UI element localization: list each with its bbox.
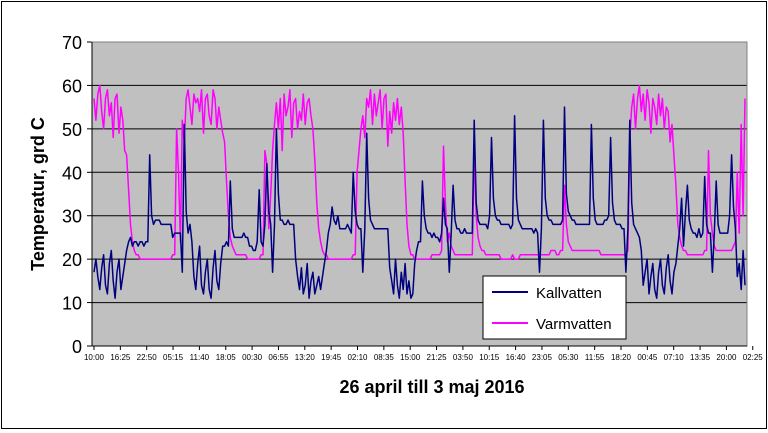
x-tick-label: 06:55 xyxy=(268,353,289,362)
x-tick-label: 02:10 xyxy=(347,353,368,362)
plot-area xyxy=(92,42,747,346)
x-tick-label: 00:45 xyxy=(637,353,658,362)
legend: Kallvatten Varmvatten xyxy=(482,275,627,340)
x-tick-label: 20:00 xyxy=(716,353,737,362)
x-tick-label: 21:25 xyxy=(427,353,448,362)
x-tick-label: 10:00 xyxy=(84,353,105,362)
x-tick-label: 11:55 xyxy=(585,353,605,362)
y-tick-label: 50 xyxy=(62,120,82,140)
y-tick-label: 10 xyxy=(62,294,82,314)
y-tick-label: 20 xyxy=(62,250,82,270)
y-axis-label: Temperatur, grd C xyxy=(28,117,48,271)
x-tick-label: 19:45 xyxy=(321,353,342,362)
y-axis-ticks: 0 10 20 30 40 50 60 70 xyxy=(62,33,92,357)
x-axis-label: 26 april till 3 maj 2016 xyxy=(339,377,524,397)
legend-label-varmvatten: Varmvatten xyxy=(536,316,612,333)
x-tick-label: 16:40 xyxy=(506,353,527,362)
series-lines xyxy=(93,84,746,299)
x-axis-ticks: 10:00 16:25 22:50 05:15 11:40 18:05 00:30 06:55… xyxy=(84,346,763,362)
y-tick-label: 60 xyxy=(62,76,82,96)
legend-box xyxy=(482,275,627,340)
x-tick-label: 18:20 xyxy=(611,353,632,362)
x-tick-label: 02:25 xyxy=(743,353,764,362)
x-tick-label: 03:50 xyxy=(453,353,474,362)
legend-label-kallvatten: Kallvatten xyxy=(536,285,602,302)
x-tick-label: 18:05 xyxy=(216,353,237,362)
x-tick-label: 16:25 xyxy=(110,353,131,362)
x-tick-label: 13:35 xyxy=(690,353,711,362)
x-tick-label: 07:10 xyxy=(664,353,685,362)
y-tick-label: 30 xyxy=(62,207,82,227)
x-tick-label: 13:20 xyxy=(295,353,316,362)
chart-svg: 0 10 20 30 40 50 60 70 10:00 16:25 22:50 05:15 11:4… xyxy=(28,33,763,397)
x-tick-label: 23:05 xyxy=(532,353,553,362)
x-tick-label: 15:00 xyxy=(400,353,421,362)
x-tick-label: 00:30 xyxy=(242,353,263,362)
x-tick-label: 08:35 xyxy=(374,353,395,362)
y-tick-label: 0 xyxy=(72,337,82,357)
y-tick-label: 40 xyxy=(62,163,82,183)
x-tick-label: 10:15 xyxy=(479,353,500,362)
y-tick-label: 70 xyxy=(62,33,82,53)
x-tick-label: 22:50 xyxy=(137,353,158,362)
series-line-varmvatten xyxy=(93,84,746,260)
x-tick-label: 05:30 xyxy=(558,353,579,362)
x-tick-label: 05:15 xyxy=(163,353,184,362)
series-line-kallvatten xyxy=(93,106,746,299)
x-tick-label: 11:40 xyxy=(190,353,210,362)
